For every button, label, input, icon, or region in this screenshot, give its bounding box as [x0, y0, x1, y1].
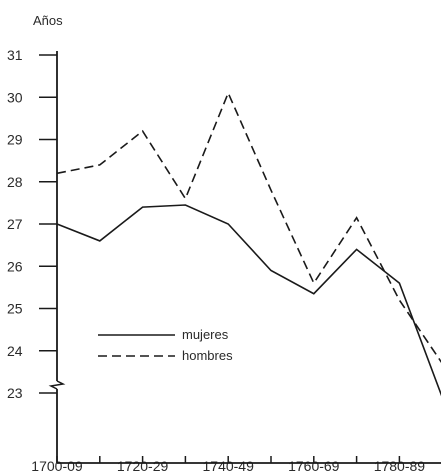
- x-tick-label: 1740-49: [203, 458, 255, 474]
- axes: [48, 51, 441, 464]
- y-tick-label: 28: [7, 174, 23, 190]
- x-tick-label: 1720-29: [117, 458, 169, 474]
- x-tick-label: 1760-69: [288, 458, 340, 474]
- y-tick-label: 27: [7, 216, 23, 232]
- series-line-mujeres: [56, 204, 441, 397]
- y-tick-label: 25: [7, 301, 23, 317]
- x-tick-label: 1700-09: [31, 458, 83, 474]
- x-axis-ticks: 1700-09 1720-29 1740-49 1760-69 1780-89: [31, 456, 426, 474]
- legend: mujeres hombres: [98, 327, 233, 363]
- axis-break-mark: [48, 380, 66, 390]
- y-axis-ticks: 23 24 25 26 27 28 29 30 31: [7, 47, 57, 401]
- y-tick-label: 29: [7, 132, 23, 148]
- y-axis-label: Años: [33, 13, 63, 28]
- y-tick-label: 30: [7, 89, 23, 105]
- series-layer: [56, 90, 441, 397]
- legend-label-hombres: hombres: [182, 348, 233, 363]
- x-tick-label: 1780-89: [374, 458, 426, 474]
- legend-label-mujeres: mujeres: [182, 327, 229, 342]
- y-tick-label: 24: [7, 343, 23, 359]
- y-tick-label: 23: [7, 385, 23, 401]
- y-tick-label: 31: [7, 47, 23, 63]
- series-line-hombres: [56, 90, 441, 364]
- y-tick-label: 26: [7, 258, 23, 274]
